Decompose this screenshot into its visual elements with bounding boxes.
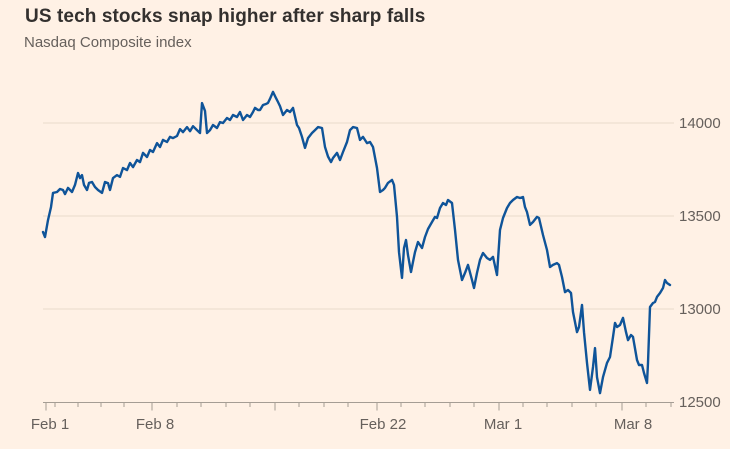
- x-axis-label: Mar 8: [614, 416, 652, 433]
- x-axis-label: Mar 1: [484, 416, 522, 433]
- chart-subtitle: Nasdaq Composite index: [24, 34, 192, 51]
- y-axis-label: 14000: [679, 115, 721, 132]
- x-axis-label: Feb 22: [360, 416, 407, 433]
- x-axis-label: Feb 8: [136, 416, 174, 433]
- price-line: [41, 90, 672, 395]
- chart-title: US tech stocks snap higher after sharp f…: [25, 6, 426, 27]
- y-axis-label: 12500: [679, 394, 721, 411]
- y-axis-label: 13000: [679, 301, 721, 318]
- x-axis-label: Feb 1: [31, 416, 69, 433]
- y-axis-label: 13500: [679, 208, 721, 225]
